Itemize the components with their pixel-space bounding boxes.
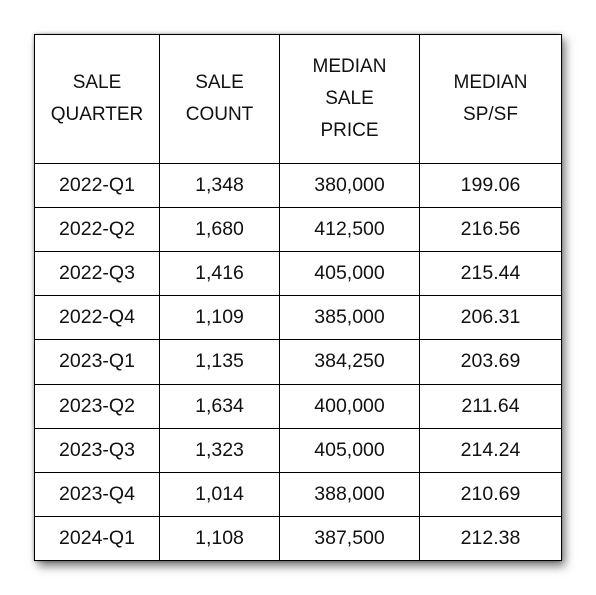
header-row: SALE QUARTER SALE COUNT MEDIAN SALE PRICE MEDIA… [34, 34, 562, 164]
cell-median-sale-price: 405,000 [279, 251, 420, 297]
column-header-median-sp-sf: MEDIAN SP/SF [419, 34, 562, 164]
cell-sale-quarter: 2023-Q3 [34, 427, 160, 473]
cell-sale-quarter: 2023-Q4 [34, 471, 160, 517]
column-header-sale-quarter: SALE QUARTER [34, 34, 160, 164]
column-header-text: PRICE [320, 120, 379, 141]
cell-sale-quarter: 2022-Q4 [34, 295, 160, 341]
cell-median-sp-sf: 212.38 [419, 515, 562, 562]
table-row: 2022-Q1 1,348 380,000 199.06 [34, 162, 562, 209]
column-header-text: SALE [72, 72, 122, 93]
cell-sale-count: 1,014 [159, 471, 280, 517]
cell-sale-quarter: 2022-Q2 [34, 207, 160, 253]
column-header-text: SP/SF [463, 104, 518, 125]
cell-sale-quarter: 2022-Q3 [34, 251, 160, 297]
cell-sale-quarter: 2023-Q2 [34, 383, 160, 429]
cell-sale-count: 1,323 [159, 427, 280, 473]
table-row: 2023-Q1 1,135 384,250 203.69 [34, 339, 562, 385]
cell-sale-quarter: 2023-Q1 [34, 339, 160, 385]
cell-median-sale-price: 412,500 [279, 207, 420, 253]
table-row: 2023-Q2 1,634 400,000 211.64 [34, 383, 562, 429]
cell-median-sp-sf: 214.24 [419, 427, 562, 473]
cell-sale-count: 1,135 [159, 339, 280, 385]
cell-sale-count: 1,416 [159, 251, 280, 297]
table-frame: SALE QUARTER SALE COUNT MEDIAN SALE PRICE MEDIA… [34, 34, 562, 562]
cell-median-sp-sf: 215.44 [419, 251, 562, 297]
table-header: SALE QUARTER SALE COUNT MEDIAN SALE PRICE MEDIA… [34, 34, 562, 164]
cell-median-sale-price: 387,500 [279, 515, 420, 562]
cell-sale-count: 1,680 [159, 207, 280, 253]
cell-median-sale-price: 400,000 [279, 383, 420, 429]
cell-sale-count: 1,109 [159, 295, 280, 341]
table-row: 2022-Q3 1,416 405,000 215.44 [34, 251, 562, 297]
cell-sale-quarter: 2024-Q1 [34, 515, 160, 562]
column-header-text: MEDIAN [312, 56, 387, 77]
cell-sale-count: 1,634 [159, 383, 280, 429]
table-row: 2023-Q3 1,323 405,000 214.24 [34, 427, 562, 473]
table-row: 2022-Q2 1,680 412,500 216.56 [34, 207, 562, 253]
column-header-median-sale-price: MEDIAN SALE PRICE [279, 34, 420, 164]
cell-median-sp-sf: 210.69 [419, 471, 562, 517]
cell-median-sp-sf: 211.64 [419, 383, 562, 429]
cell-median-sale-price: 388,000 [279, 471, 420, 517]
table-row: 2023-Q4 1,014 388,000 210.69 [34, 471, 562, 517]
table-row: 2022-Q4 1,109 385,000 206.31 [34, 295, 562, 341]
column-header-text: SALE [325, 88, 374, 109]
cell-median-sale-price: 405,000 [279, 427, 420, 473]
column-header-text: QUARTER [50, 104, 144, 125]
sales-table: SALE QUARTER SALE COUNT MEDIAN SALE PRICE MEDIA… [34, 34, 562, 562]
cell-median-sp-sf: 216.56 [419, 207, 562, 253]
cell-median-sale-price: 380,000 [279, 162, 420, 209]
cell-sale-count: 1,348 [159, 162, 280, 209]
cell-sale-count: 1,108 [159, 515, 280, 562]
cell-median-sp-sf: 203.69 [419, 339, 562, 385]
table-row: 2024-Q1 1,108 387,500 212.38 [34, 515, 562, 562]
column-header-text: SALE [195, 72, 244, 93]
column-header-sale-count: SALE COUNT [159, 34, 280, 164]
cell-median-sale-price: 384,250 [279, 339, 420, 385]
column-header-text: MEDIAN [453, 72, 528, 93]
cell-median-sp-sf: 199.06 [419, 162, 562, 209]
table-body: 2022-Q1 1,348 380,000 199.06 2022-Q2 1,680 412… [34, 162, 562, 562]
cell-median-sp-sf: 206.31 [419, 295, 562, 341]
column-header-text: COUNT [185, 104, 254, 125]
cell-sale-quarter: 2022-Q1 [34, 162, 160, 209]
cell-median-sale-price: 385,000 [279, 295, 420, 341]
